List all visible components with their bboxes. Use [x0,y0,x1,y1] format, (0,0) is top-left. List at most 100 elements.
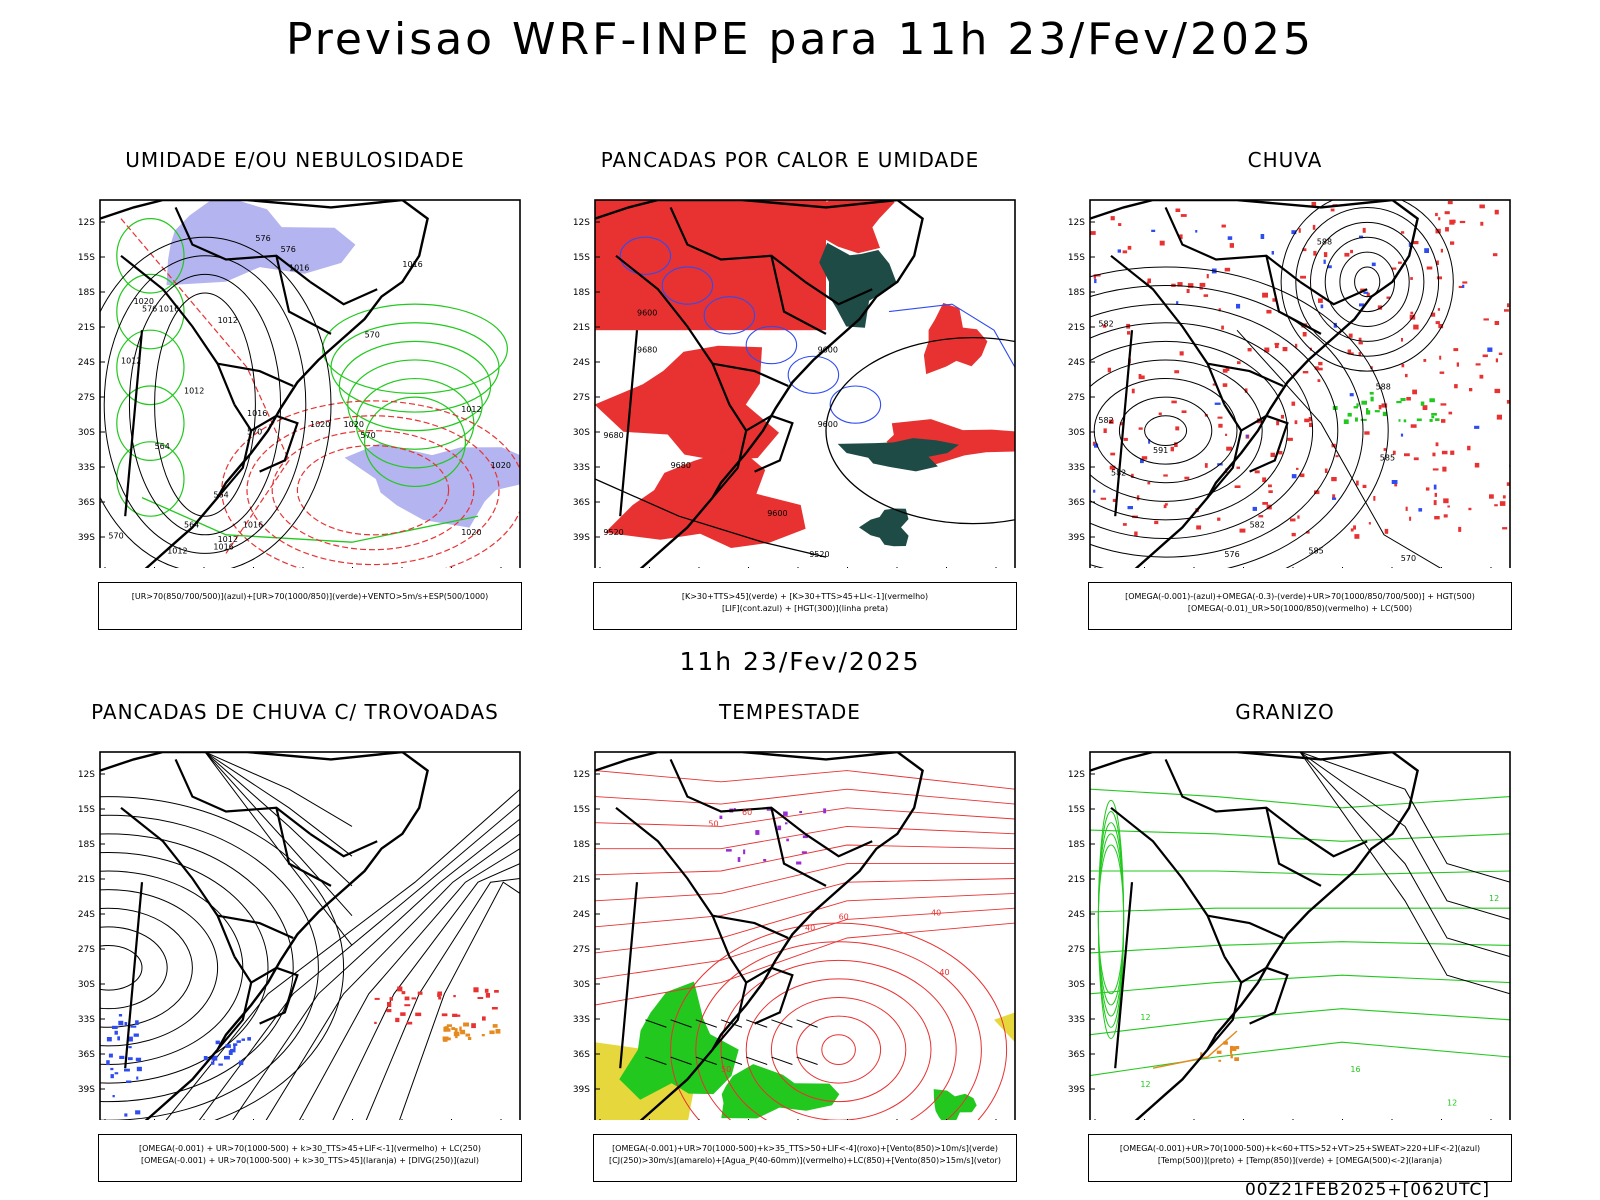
omega-area [1151,229,1156,232]
height-500-contour [1144,415,1188,447]
rain-area [1122,523,1127,526]
omega-area [1332,497,1337,500]
map-field-layer [100,752,520,1120]
lat-tick-label: 24S [573,910,590,920]
legend-line: [LIF](cont.azul) + [HGT(300)](linha pret… [721,604,889,613]
rain-area [1391,267,1397,270]
panel-pancadas-trovoadas: PANCADAS DE CHUVA C/ TROVOADAS 12S 15S 18S 2… [60,700,530,1182]
rain-area [1146,281,1150,286]
rain-area [1296,467,1299,470]
rain-area [1318,361,1323,366]
streamline-250 [204,752,353,917]
lat-tick-label: 30S [1068,428,1085,438]
temp-850-contour [1090,870,1510,876]
precipitable-water-contour [720,959,957,1120]
omega-area [1363,291,1369,294]
rain-area [1433,500,1437,506]
map-plot: 12S15S18S21S24S27S30S33S36S39S42S70W65W6… [78,751,521,1120]
temp-500-contour [1299,752,1510,995]
rain-area [1496,414,1502,420]
rain-area [1366,292,1370,297]
divergence-area [127,1036,133,1042]
contour-value-label: 12 [1489,894,1499,903]
country-border [1164,758,1301,835]
rain-area [1373,496,1376,501]
country-border [250,966,299,1025]
country-border [120,254,236,406]
omega-area [1094,443,1099,448]
contour-value-label: 585 [1308,546,1323,555]
legend-line: [OMEGA(-0.001)+UR>70(1000-500)+k<60+TTS>… [1119,1144,1481,1153]
map-frame [99,751,521,1120]
lat-tick-label: 33S [78,463,95,473]
rain-area [1236,466,1240,469]
country-border [250,414,299,473]
rh-midlevel-area [166,200,356,286]
map-frame [594,199,1016,568]
thickness-contour [271,430,475,551]
country-border [711,404,748,499]
map-plot: 50 60 60 40 40 40 50 12S 15S 18S 21S 24S 27S 30S 33S 36… [573,751,1016,1120]
divergence-area [215,1040,220,1045]
lat-tick-label: 36S [1068,1050,1085,1060]
streamline-250 [198,803,520,1120]
temp-850-contour [1090,1041,1510,1077]
contour-value-label: 1020 [310,420,330,429]
strong-omega-area [1416,418,1422,422]
thickness-contour [246,415,500,566]
legend-line: [Temp(500)](preto) + [Temp(850)](verde) … [1157,1156,1443,1165]
lat-tick-label: 18S [1068,840,1085,850]
rain-area [1430,312,1436,317]
precipitable-water-contour [595,844,1015,876]
lat-tick-label: 15S [78,805,95,815]
rain-area [1358,352,1362,356]
divergence-area [127,1057,133,1061]
rain-area [1479,204,1485,209]
temp-500-contour [1299,752,1510,883]
lat-tick-label: 21S [78,875,95,885]
strong-omega-area [1369,391,1374,395]
streamline-250 [100,870,244,1065]
rain-area [1212,383,1216,386]
contour-value-label: 9680 [637,346,657,355]
rain-area [1264,347,1270,353]
lat-tick-label: 39S [1068,533,1085,543]
strong-wind-850-area [721,1064,840,1119]
rain-area [1306,531,1310,534]
divergence-area [236,1040,241,1043]
lat-tick-label: 15S [573,805,590,815]
thunderstorm-area [452,1013,458,1017]
contour-value-label: 9680 [603,431,623,440]
rain-area [1226,446,1232,451]
rain-area [1102,324,1107,328]
lat-tick-label: 18S [78,288,95,298]
instability-moderate-area [451,1027,456,1030]
thunderstorm-area [411,997,417,1000]
divergence-area [124,1113,128,1117]
contour-value-label: 570 [108,532,123,541]
rain-area [1412,389,1417,395]
strong-omega-area [1366,410,1371,415]
country-border [615,254,731,406]
thunderstorm-area [438,996,442,1000]
rain-area [1175,426,1180,431]
rain-area [1362,484,1367,488]
rain-area [1324,468,1328,473]
height-500-contour [1280,200,1454,372]
contour-value-label: 576 [1224,550,1239,559]
rain-area [1268,484,1272,488]
rain-area [1492,253,1498,257]
rain-area [1118,223,1122,226]
main-title: Previsao WRF-INPE para 11h 23/Fev/2025 [286,14,1314,65]
rain-area [1425,487,1430,491]
coastline [1090,200,1419,568]
run-timestamp: 00Z21FEB2025+[062UTC] [1244,1180,1490,1200]
thunderstorm-area [400,1012,406,1016]
rain-area [1410,277,1413,280]
instability-moderate-area [463,1022,469,1027]
rain-area [1358,342,1363,345]
rain-area [1174,442,1178,447]
divergence-area [118,1014,123,1017]
rain-area [1181,410,1187,413]
rain-area [1280,414,1284,419]
